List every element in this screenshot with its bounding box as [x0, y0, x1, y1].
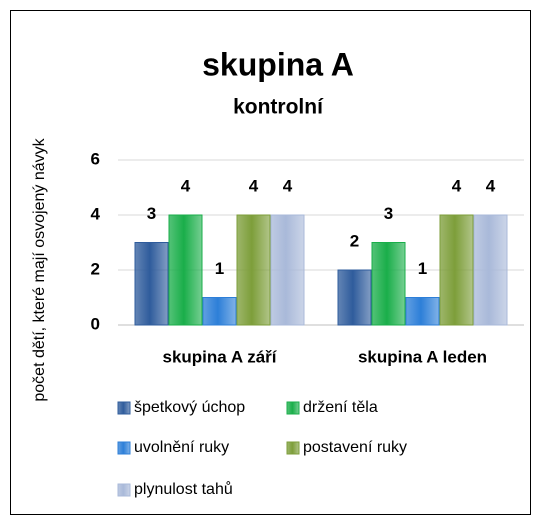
value-label: 1: [215, 259, 224, 278]
y-axis-label: počet dětí, které mají osvojený návyk: [31, 137, 48, 401]
y-tick-label: 6: [91, 149, 100, 168]
value-label: 4: [452, 176, 462, 195]
legend-label: uvolnění ruky: [134, 439, 229, 456]
bar: [337, 269, 372, 326]
chart-title: skupina A: [202, 46, 354, 82]
value-label: 4: [283, 176, 293, 195]
x-tick-label: skupina A leden: [358, 347, 487, 366]
value-label: 1: [418, 259, 427, 278]
value-label: 2: [350, 231, 359, 250]
legend-label: plynulost tahů: [134, 480, 233, 498]
bar: [405, 297, 440, 326]
legend-label: špetkový úchop: [134, 399, 245, 416]
x-tick-label: skupina A září: [163, 347, 278, 366]
y-tick-label: 4: [91, 204, 101, 223]
bar: [168, 214, 203, 326]
bar: [439, 214, 474, 326]
bar: [473, 214, 508, 326]
legend-label: postavení ruky: [303, 439, 407, 456]
legend-swatch: [117, 441, 131, 455]
legend-swatch: [117, 483, 131, 497]
bar: [134, 242, 169, 326]
bar: [202, 297, 237, 326]
value-label: 4: [486, 176, 496, 195]
value-label: 3: [147, 204, 156, 223]
y-tick-label: 0: [91, 314, 100, 333]
legend-label: držení těla: [303, 399, 378, 416]
y-tick-label: 2: [91, 259, 100, 278]
legend-swatch: [286, 441, 300, 455]
value-label: 4: [249, 176, 259, 195]
bar: [371, 242, 406, 326]
legend-swatch: [117, 401, 131, 415]
value-label: 4: [181, 176, 191, 195]
value-label: 3: [384, 204, 393, 223]
legend-swatch: [286, 401, 300, 415]
bar: [236, 214, 271, 326]
chart-subtitle: kontrolní: [233, 96, 324, 119]
bar: [270, 214, 305, 326]
